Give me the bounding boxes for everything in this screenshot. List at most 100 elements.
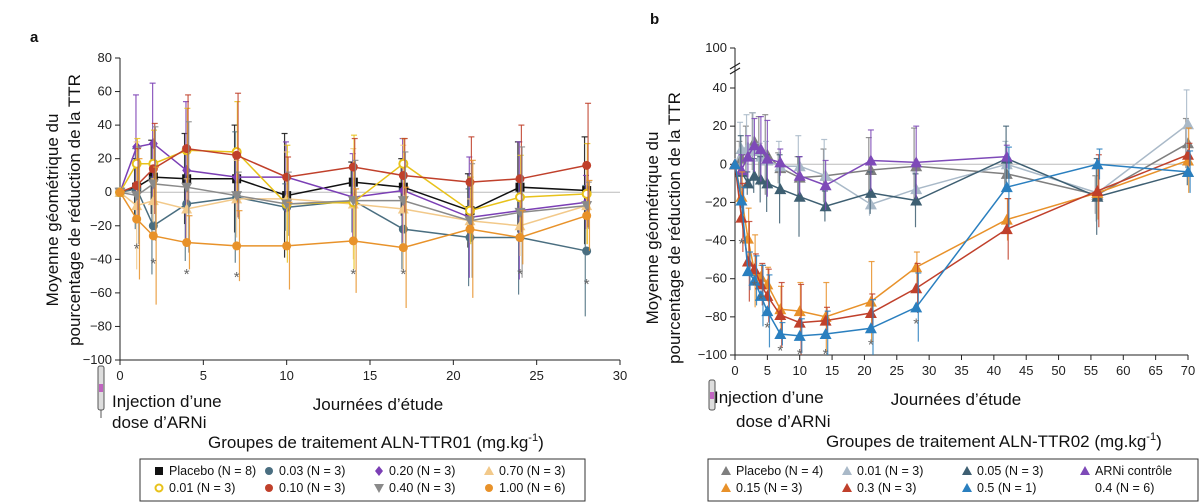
panel-b-data-point — [1000, 213, 1013, 225]
panel-a-legend-label: 0.10 (N = 3) — [279, 481, 345, 495]
panel-b-data-point — [748, 139, 761, 151]
panel-b-data-point — [864, 154, 877, 166]
panel-b-y-tick-label: −20 — [705, 194, 727, 209]
panel-b-data-point — [735, 211, 748, 223]
panel-a-legend-marker — [265, 484, 273, 492]
panel-b-x-tick-label: 10 — [792, 363, 806, 378]
panel-a-legend-label: 1.00 (N = 6) — [499, 481, 565, 495]
panel-a-legend-item: 1.00 (N = 6) — [485, 481, 565, 495]
panel-a-legend-marker — [484, 466, 494, 475]
panel-b-y-tick-label: 0 — [720, 156, 727, 171]
panel-a-y-tick-label: −100 — [83, 352, 112, 367]
panel-b-legend-label: 0.3 (N = 3) — [857, 481, 916, 495]
panel-b-x-tick-label: 0 — [731, 363, 738, 378]
panel-a-data-point — [182, 144, 192, 154]
panel-b-y-tick-label: 100 — [705, 40, 727, 55]
panel-b-legend-item: ARNi contrôle 0.4 (N = 6) — [1080, 464, 1172, 495]
panel-a-x-tick-label: 20 — [446, 368, 460, 383]
panel-b-series-line — [734, 159, 1189, 318]
panel-a-legend-item: 0.10 (N = 3) — [265, 481, 345, 495]
panel-b-data-point — [761, 152, 774, 164]
panel-b-x-tick-label: 60 — [1116, 363, 1130, 378]
panel-a-axes: −100 −80 −60 −40 −20 0 20 40 60 80 0 5 10 15 20 25 30 — [83, 50, 628, 383]
panel-a-legend-item: 0.01 (N = 3) — [154, 481, 235, 495]
panel-b-data-point — [748, 274, 761, 286]
panel-b-data-point — [754, 143, 767, 155]
panel-a-data-point — [515, 233, 525, 243]
panel-b-data-point — [754, 289, 767, 301]
panel-a-legend-marker — [374, 484, 384, 493]
panel-b-legend-item: 0.15 (N = 3) — [721, 481, 802, 495]
panel-b-legend-marker — [962, 483, 972, 492]
panel-b-label: b — [650, 11, 659, 28]
panel-b-legend-label: Placebo (N = 4) — [736, 464, 823, 478]
panel-a-y-tick-label: −40 — [90, 251, 112, 266]
panel-b-x-tick-label: 55 — [1084, 363, 1098, 378]
panel-a-y-tick-label: −20 — [90, 218, 112, 233]
panel-a-legend-marker — [154, 483, 164, 493]
panel-a-significance-star: * — [184, 266, 190, 283]
panel-b-data-point — [741, 177, 754, 189]
panel-b-data-point — [864, 186, 877, 198]
panel-b-data-point — [735, 194, 748, 206]
panel-b-x-tick-label: 40 — [987, 363, 1001, 378]
panel-a-data-point — [282, 172, 292, 182]
panel-a-data-point — [398, 170, 408, 180]
panel-b-data-point — [748, 263, 761, 275]
panel-b-legend-marker — [721, 466, 731, 475]
panel-a-y-tick-label: 0 — [105, 184, 112, 199]
panel-b-axes: −100 −80 −60 −40 −20 0 20 40 100 0 5 10 15 20 25 30 35 40… — [698, 40, 1196, 378]
panel-b-data-point — [864, 198, 877, 210]
panel-b-data-point — [1182, 165, 1194, 177]
panel-b-significance-star: * — [758, 291, 764, 308]
panel-a-significance-star: * — [350, 266, 356, 283]
panel-a-significance-star: * — [234, 269, 240, 286]
panel-a-data-point — [582, 211, 592, 221]
panel-b-series-6 — [729, 146, 1194, 355]
panel-b-data-point — [910, 194, 923, 206]
panel-b-data-point — [793, 316, 806, 328]
panel-a-legend-item: 0.03 (N = 3) — [265, 464, 345, 478]
panel-b-data-point — [741, 150, 754, 162]
panel-b-legend-item: 0.01 (N = 3) — [842, 464, 923, 478]
panel-b-x-tick-label: 5 — [764, 363, 771, 378]
panel-b-legend-marker — [721, 483, 731, 492]
panel-a-legend-marker — [155, 467, 163, 475]
panel-b-data-point — [864, 307, 877, 319]
panel-b-data-point — [793, 190, 806, 202]
panel-a-y-tick-label: −60 — [90, 285, 112, 300]
panel-a-legend-label: 0.40 (N = 3) — [389, 481, 455, 495]
panel-a-label: a — [30, 29, 39, 46]
panel-b-x-tick-label: 25 — [890, 363, 904, 378]
panel-b-x-tick-label: 35 — [954, 363, 968, 378]
panel-a-significance-star: * — [134, 241, 140, 258]
panel-b-data-point — [1091, 158, 1104, 170]
panel-b-significance-star: * — [751, 277, 757, 294]
panel-a-x-tick-label: 0 — [116, 368, 123, 383]
panel-a-legend-label: 0.20 (N = 3) — [389, 464, 455, 478]
panel-b-x-tick-label: 30 — [922, 363, 936, 378]
panel-b-significance-star: * — [823, 346, 829, 363]
panel-a-data-point — [232, 241, 242, 251]
panel-b-data-point — [864, 295, 877, 307]
panel-b-data-point — [1182, 118, 1194, 130]
panel-a-data-point — [115, 187, 125, 197]
syringe-icon — [97, 365, 105, 418]
panel-a-data-point — [148, 231, 158, 241]
panel-a-x-tick-label: 10 — [279, 368, 293, 383]
panel-b-data-point — [910, 261, 923, 273]
panel-a-data-point — [398, 158, 409, 169]
panel-b-legend-item: 0.05 (N = 3) — [962, 464, 1043, 478]
panel-b-data-point — [729, 158, 741, 170]
panel-b-data-point — [774, 308, 787, 320]
panel-b-legend-label: 0.15 (N = 3) — [736, 481, 802, 495]
panel-b-data-point — [741, 265, 754, 277]
panel-a-y-tick-label: 20 — [98, 151, 112, 166]
panel-b-y-tick-label: −80 — [705, 309, 727, 324]
panel-b-y-tick-label: −40 — [705, 233, 727, 248]
panel-b-data-point — [793, 169, 806, 181]
panel-a-data-point — [147, 195, 159, 206]
panel-a-significance-star: * — [517, 266, 523, 283]
panel-b-significance-star: * — [777, 342, 783, 359]
